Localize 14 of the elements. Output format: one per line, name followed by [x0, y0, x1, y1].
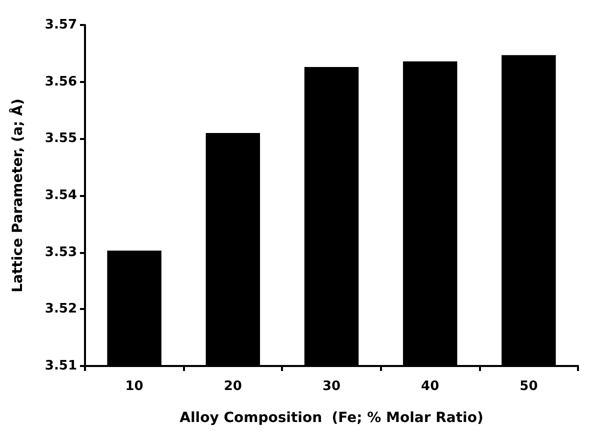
y-axis-title: Lattice Parameter, (a; Å) — [9, 98, 26, 292]
y-tick-label: 3.57 — [44, 18, 77, 32]
x-tick-label: 50 — [520, 379, 538, 394]
x-tick-label: 20 — [224, 379, 242, 394]
y-tick-label: 3.54 — [44, 188, 77, 203]
x-tick-label: 10 — [125, 379, 144, 394]
x-axis-title: Alloy Composition (Fe; % Molar Ratio) — [180, 410, 484, 426]
y-tick-label: 3.51 — [44, 358, 77, 374]
y-tick-label: 3.55 — [44, 131, 77, 146]
x-tick-label: 40 — [421, 379, 440, 394]
y-tick-label: 3.56 — [44, 74, 77, 90]
x-tick-label: 30 — [322, 379, 341, 394]
y-tick-label: 3.53 — [44, 244, 77, 260]
y-tick-label: 3.52 — [44, 302, 77, 317]
